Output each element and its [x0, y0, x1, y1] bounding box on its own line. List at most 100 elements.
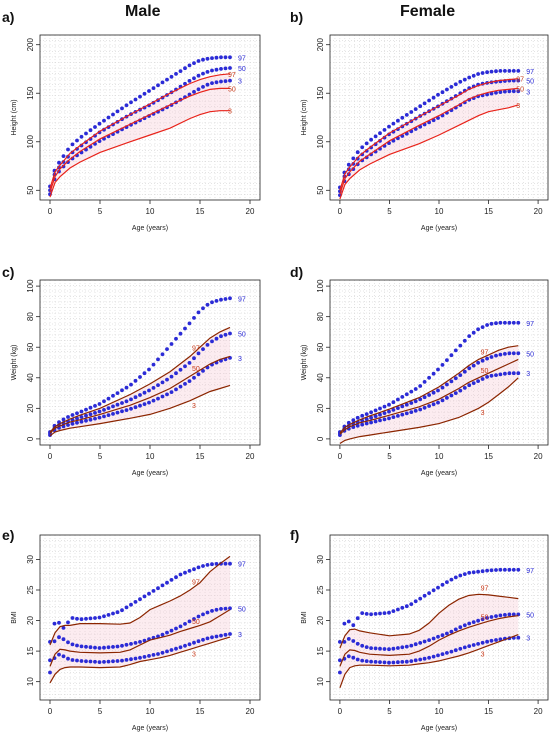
who-point: [458, 646, 463, 651]
y-tick-label: 10: [316, 677, 325, 686]
who-point: [391, 660, 396, 665]
who-point: [494, 90, 498, 95]
who-point: [201, 306, 205, 311]
who-point: [156, 357, 160, 362]
who-curve-97: [338, 567, 521, 644]
x-tick-label: 5: [387, 207, 392, 216]
who-point: [489, 69, 494, 74]
panel-label: c): [2, 264, 14, 280]
who-point: [462, 77, 467, 82]
who-point: [480, 569, 485, 574]
who-point: [124, 385, 129, 390]
who-point: [427, 98, 431, 103]
column-title-male: Male: [125, 3, 161, 20]
y-tick-label: 20: [316, 403, 325, 412]
who-point: [174, 626, 178, 631]
who-point: [476, 72, 480, 76]
who-point: [115, 402, 120, 407]
who-point: [142, 655, 147, 659]
study-curve-3: [49, 384, 231, 437]
who-point: [187, 361, 192, 365]
x-tick-label: 0: [338, 452, 343, 461]
who-point: [494, 373, 498, 377]
who-point: [129, 397, 133, 402]
who-point: [223, 66, 228, 71]
who-point: [364, 612, 369, 616]
y-tick-label: 50: [26, 185, 35, 194]
who-point: [133, 395, 138, 400]
who-point: [178, 384, 183, 389]
who-point: [404, 411, 409, 416]
who-point: [102, 645, 106, 650]
grid: [40, 535, 260, 700]
study-curve-97: [49, 555, 231, 646]
who-point: [93, 416, 97, 421]
who-point: [467, 75, 472, 80]
who-point: [111, 404, 115, 409]
who-point: [147, 400, 151, 405]
who-point: [205, 302, 210, 307]
who-point: [360, 413, 365, 418]
curve-label-study-50: 50: [516, 86, 524, 93]
who-point: [151, 589, 156, 593]
x-tick-label: 0: [48, 707, 53, 716]
who-point: [66, 620, 70, 625]
y-axis-label: Height (cm): [11, 99, 18, 135]
who-point: [156, 586, 160, 591]
who-point: [52, 621, 57, 626]
who-point: [453, 627, 458, 632]
x-tick-label: 15: [484, 207, 493, 216]
x-tick-label: 0: [338, 707, 343, 716]
y-tick-label: 10: [26, 677, 35, 686]
who-point: [422, 380, 427, 384]
who-point: [187, 79, 192, 83]
panel-d: 0 5 10 15 20 0 20 40 60 80 100 Age (years) Weight (k…: [290, 264, 549, 477]
x-tick-label: 15: [196, 707, 205, 716]
who-point: [174, 646, 178, 651]
who-point: [494, 568, 498, 572]
who-point: [467, 334, 472, 338]
who-point: [503, 613, 507, 617]
who-point: [160, 650, 165, 655]
who-point: [351, 418, 356, 423]
who-point: [445, 651, 449, 655]
who-point: [129, 642, 133, 646]
who-point: [382, 417, 387, 422]
who-point: [409, 389, 414, 394]
who-point: [387, 416, 391, 421]
who-point: [129, 657, 133, 662]
who-point: [449, 353, 454, 358]
who-point: [111, 645, 115, 649]
who-point: [120, 643, 124, 648]
who-point: [66, 415, 70, 419]
who-point: [187, 569, 192, 573]
who-point: [93, 659, 97, 664]
x-axis-label: Age (years): [421, 470, 457, 477]
who-point: [436, 388, 440, 393]
who-point: [219, 67, 223, 71]
who-point: [364, 659, 369, 663]
who-point: [507, 320, 512, 325]
who-point: [382, 611, 387, 615]
curve-label-who-50: 50: [238, 331, 246, 338]
who-point: [503, 89, 507, 94]
who-point: [449, 577, 454, 582]
who-point: [489, 91, 494, 96]
who-point: [471, 620, 476, 624]
who-point: [169, 342, 174, 346]
who-point: [79, 659, 84, 663]
who-point: [75, 616, 79, 621]
curve-label-who-50: 50: [526, 79, 534, 86]
who-point: [174, 336, 178, 341]
who-point: [61, 654, 66, 659]
who-point: [364, 417, 369, 422]
x-tick-label: 10: [435, 707, 444, 716]
who-point: [382, 647, 387, 651]
who-point: [422, 101, 427, 106]
who-point: [178, 624, 183, 629]
who-point: [418, 384, 423, 388]
who-point: [369, 410, 373, 415]
who-point: [409, 110, 414, 114]
who-point: [476, 642, 480, 646]
who-point: [165, 347, 169, 351]
